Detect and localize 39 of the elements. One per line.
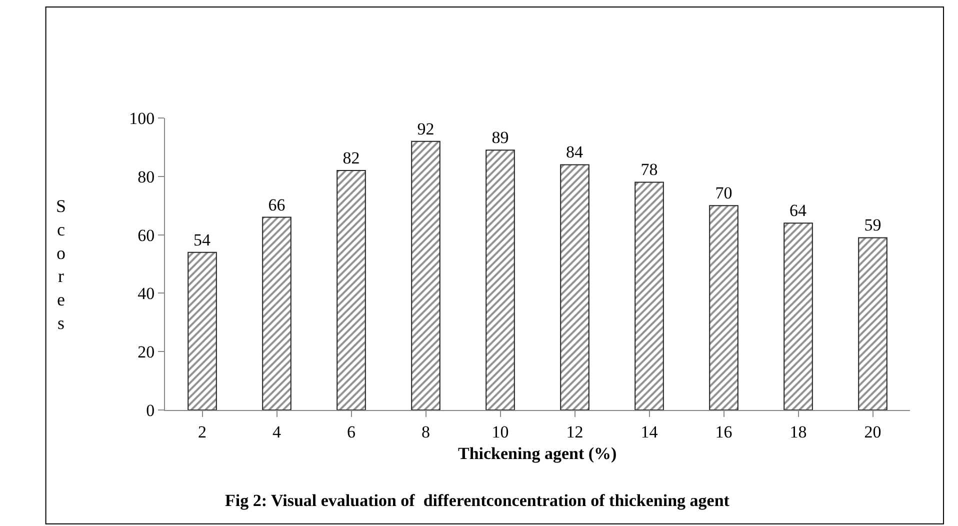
- bar: [188, 252, 217, 410]
- data-label: 54: [194, 230, 212, 250]
- x-tick-label: 18: [790, 422, 807, 442]
- x-tick-label: 12: [566, 422, 584, 442]
- y-tick-label: 0: [146, 400, 155, 420]
- y-axis-title: Scores: [56, 196, 66, 333]
- data-label: 59: [864, 216, 882, 235]
- x-tick-label: 16: [715, 422, 732, 442]
- x-tick-label: 20: [864, 422, 882, 442]
- y-tick-label: 80: [138, 167, 155, 186]
- y-tick-label: 20: [138, 342, 155, 362]
- x-tick-label: 10: [492, 422, 509, 442]
- data-label: 70: [715, 184, 732, 203]
- bar: [486, 150, 515, 410]
- bar: [634, 182, 664, 410]
- x-tick-label: 8: [422, 422, 430, 442]
- data-label: 84: [566, 142, 584, 162]
- bar: [858, 237, 888, 410]
- data-label: 66: [268, 195, 286, 214]
- bar: [262, 216, 292, 410]
- y-tick-label: 60: [138, 226, 155, 245]
- x-tick-label: 6: [347, 422, 356, 442]
- bar: [411, 140, 440, 410]
- y-tick-label: 40: [138, 284, 155, 304]
- x-tick-label: 4: [272, 422, 282, 442]
- data-label: 78: [640, 160, 658, 180]
- data-label: 64: [790, 201, 808, 220]
- text: Fig 2: Visual evaluation of differentconcentration of thickening agent: [225, 491, 730, 510]
- x-tick-label: 14: [640, 422, 658, 442]
- bar: [560, 164, 590, 410]
- data-label: 92: [417, 119, 434, 138]
- bar: [784, 222, 813, 410]
- x-axis-title: Thickening agent (%): [458, 444, 617, 463]
- x-tick-label: 2: [198, 422, 206, 442]
- y-tick-label: 100: [129, 108, 155, 128]
- data-label: 89: [492, 128, 509, 148]
- bar: [336, 170, 366, 410]
- bar: [709, 205, 738, 410]
- data-label: 82: [342, 148, 360, 168]
